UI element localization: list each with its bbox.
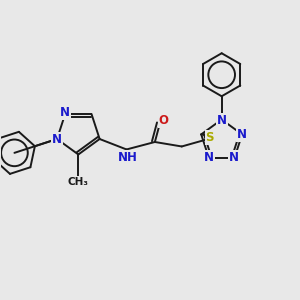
Text: N: N <box>237 128 247 141</box>
Text: N: N <box>229 151 239 164</box>
Text: O: O <box>158 114 169 127</box>
Text: CH₃: CH₃ <box>68 177 89 187</box>
Text: N: N <box>204 151 214 164</box>
Text: S: S <box>206 131 214 144</box>
Text: N: N <box>60 106 70 119</box>
Text: N: N <box>52 133 62 146</box>
Text: NH: NH <box>118 151 138 164</box>
Text: N: N <box>217 114 227 127</box>
